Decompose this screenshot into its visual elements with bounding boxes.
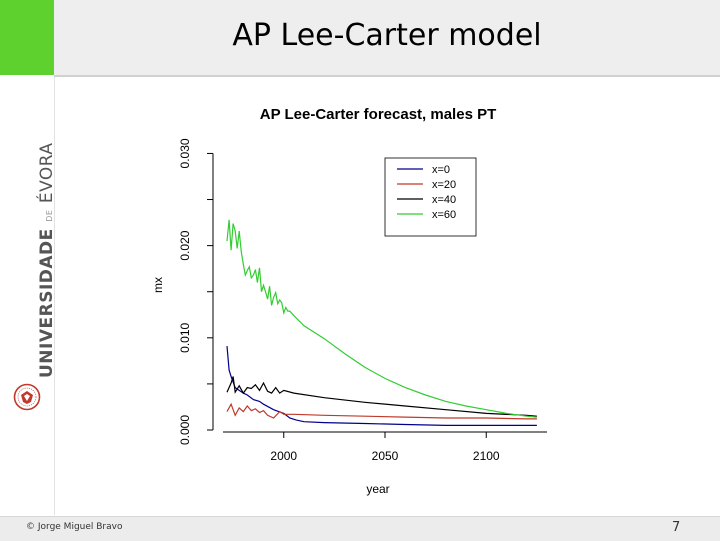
university-name-city: ÉVORA — [37, 142, 57, 204]
lee-carter-forecast-chart: AP Lee-Carter forecast, males PT year mx… — [151, 106, 547, 496]
legend-box — [384, 157, 477, 237]
x-tick-label: 2100 — [473, 449, 500, 463]
legend-label: x=0 — [432, 164, 450, 176]
university-name-connector: DE — [45, 209, 54, 222]
slide-title: AP Lee-Carter model — [232, 18, 542, 53]
legend-label: x=40 — [432, 194, 456, 206]
y-tick-label: 0.020 — [178, 230, 192, 260]
chart-container: AP Lee-Carter forecast, males PT year mx… — [145, 80, 580, 500]
page-number: 7 — [672, 520, 681, 535]
chart-title: AP Lee-Carter forecast, males PT — [260, 106, 497, 123]
slide-header — [54, 0, 720, 75]
x-tick-label: 2050 — [372, 449, 399, 463]
y-axis-label: mx — [151, 277, 165, 293]
university-name-bold: UNIVERSIDADE — [37, 228, 57, 378]
y-tick-label: 0.000 — [178, 415, 192, 445]
series-line-x-20 — [226, 402, 537, 420]
series-line-x-60 — [226, 219, 537, 418]
green-accent-bar — [0, 0, 54, 75]
university-sidebar — [0, 77, 55, 515]
university-logo-text: UNIVERSIDADE DE ÉVORA — [37, 142, 57, 378]
header-divider — [54, 75, 720, 77]
university-seal-icon — [13, 383, 41, 411]
x-tick-label: 2000 — [270, 449, 297, 463]
copyright-text: © Jorge Miguel Bravo — [26, 522, 123, 532]
x-axis-label: year — [366, 482, 389, 496]
y-tick-label: 0.010 — [178, 322, 192, 352]
series-line-x-40 — [226, 376, 537, 417]
legend-label: x=20 — [432, 179, 456, 191]
legend-label: x=60 — [432, 209, 456, 221]
y-tick-label: 0.030 — [178, 138, 192, 168]
slide-footer — [0, 516, 720, 541]
